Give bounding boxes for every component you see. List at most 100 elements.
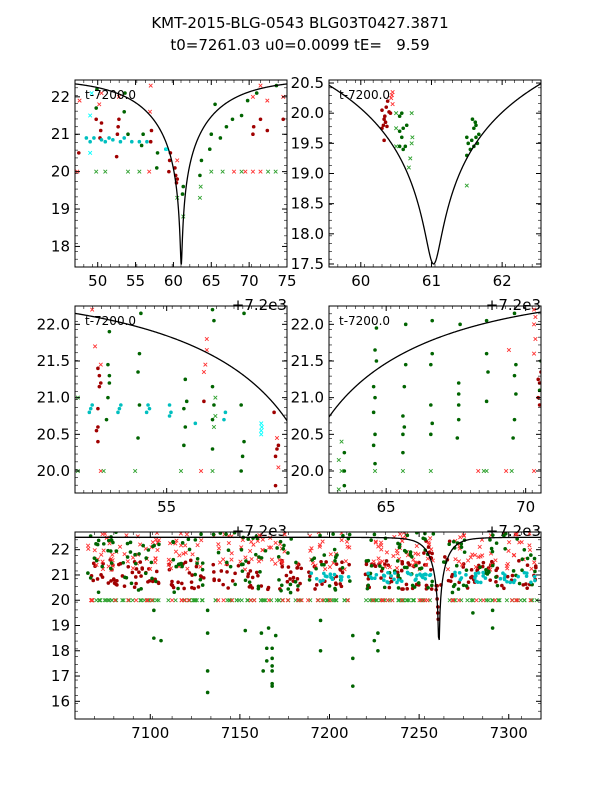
data-point [298,581,302,586]
data-point [124,533,129,538]
data-point [99,552,104,557]
data-point [327,584,332,588]
data-point [402,425,407,429]
data-point [396,586,401,590]
data-point [246,537,250,541]
data-point [233,582,237,587]
data-point [406,561,410,565]
data-point [387,564,392,570]
data-point [169,582,174,587]
data-point [484,318,489,323]
data-point [494,580,498,584]
data-point [457,580,462,585]
data-point [175,177,180,181]
data-point [149,560,154,565]
x-tick-label: 70 [240,272,259,290]
data-point [198,173,202,178]
data-point [200,561,205,565]
data-point [504,468,509,474]
data-point [342,483,347,488]
data-point [416,581,421,585]
data-point [264,659,269,663]
data-point [224,532,228,536]
data-point [120,598,125,603]
data-point [109,556,114,561]
data-point [339,537,344,543]
data-point [116,94,122,99]
data-point [276,465,281,470]
data-point [531,351,537,356]
data-point [96,590,101,595]
data-point [511,436,515,440]
data-point [417,566,422,571]
data-point [138,560,143,564]
data-point [405,598,410,603]
data-point [382,138,386,143]
data-point [461,583,466,588]
data-point [247,548,253,554]
data-point [373,539,378,544]
data-point [231,169,237,174]
data-point [200,598,205,603]
x-tick-label: 60 [351,272,370,290]
data-point [270,681,274,686]
data-point [408,156,413,161]
data-point [183,425,188,429]
data-point [401,450,405,455]
data-point [273,483,278,488]
data-point [136,436,140,440]
data-point [94,169,99,174]
data-point [492,598,498,603]
data-point [217,578,221,583]
data-point [219,569,224,573]
data-point [422,551,426,555]
data-point [90,403,94,407]
data-point [216,542,221,547]
data-point [98,362,103,367]
data-point [101,542,106,546]
data-point [91,578,96,583]
data-point [88,150,93,156]
data-point [205,631,210,635]
data-point [405,570,410,575]
data-point [251,124,256,129]
data-point [153,537,159,542]
data-point [279,583,284,588]
data-point [230,579,235,583]
data-point [106,548,110,553]
data-point [519,540,524,545]
data-point [509,468,514,474]
data-point [424,562,429,567]
data-point [382,585,387,590]
data-point [210,384,215,389]
data-point [288,577,292,581]
data-point [501,571,505,576]
data-point [400,538,405,544]
data-point [414,543,419,549]
data-point [114,154,119,159]
data-point [481,570,485,575]
data-point [139,311,143,316]
data-point [190,552,195,557]
data-point [384,105,389,109]
data-point [99,573,103,577]
data-point [511,553,516,558]
data-point [116,410,120,415]
data-point [259,631,264,635]
data-point [94,106,98,110]
data-point [502,577,507,582]
data-point [285,598,290,603]
data-point [156,598,161,603]
data-point [139,143,144,148]
data-point [180,581,184,586]
data-point [462,550,467,554]
data-point [239,469,243,473]
data-point [146,580,150,584]
data-point [426,545,431,549]
data-point [217,560,223,565]
data-point [245,598,250,603]
data-point [99,90,104,96]
data-point [270,684,274,688]
data-point [186,537,191,542]
data-point [216,598,221,603]
